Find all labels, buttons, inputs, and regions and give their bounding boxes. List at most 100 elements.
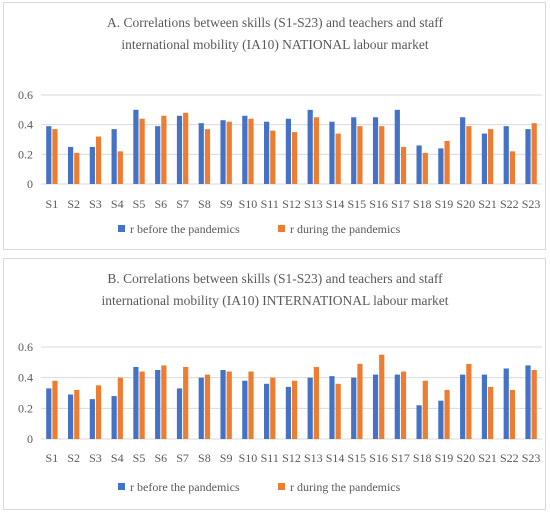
chart-b-xtick-label-S7: S7 [176, 451, 189, 465]
chart-b-bar-S10-before [242, 380, 248, 439]
chart-a-bar-S9-before [220, 120, 226, 184]
chart-a-xtick-label-S5: S5 [133, 197, 146, 211]
chart-b-bar-S6-during [161, 365, 167, 439]
chart-b-ytick-label: 0.4 [18, 371, 33, 385]
chart-a-bar-S18-during [422, 152, 428, 184]
chart-a-bar-S21-during [488, 129, 494, 184]
chart-b-bar-S7-during [183, 366, 189, 439]
chart-b-ytick-label: 0.2 [18, 401, 33, 415]
chart-b-bar-S16-during [379, 354, 385, 439]
chart-b-xtick-label-S11: S11 [261, 451, 279, 465]
chart-b-bar-S1-during [52, 380, 58, 439]
chart-a-xtick-label-S11: S11 [261, 197, 279, 211]
chart-a-xtick-label-S22: S22 [500, 197, 519, 211]
chart-a-bar-S8-before [198, 123, 204, 184]
chart-a-bar-S18-before [416, 145, 422, 184]
chart-b-bar-S9-before [220, 370, 226, 439]
chart-a-bar-S23-during [531, 123, 537, 184]
chart-a-bar-S1-before [46, 126, 52, 184]
chart-a-bar-S14-during [335, 133, 341, 184]
chart-b-bar-S22-during [509, 389, 516, 439]
chart-a-bar-S22-during [509, 151, 516, 184]
chart-b-bar-S17-during [400, 371, 407, 439]
chart-a-bar-S6-during [161, 115, 167, 184]
chart-b-xtick-label-S21: S21 [478, 451, 497, 465]
chart-b-bar-S22-before [503, 368, 509, 439]
chart-b-bar-S23-during [531, 370, 537, 439]
chart-b-bar-S21-during [488, 386, 494, 439]
chart-a-bar-S8-during [204, 129, 211, 184]
chart-a-xtick-label-S1: S1 [46, 197, 59, 211]
chart-b-title-line-1: B. Correlations between skills (S1-S23) … [107, 271, 443, 286]
chart-a-bar-S11-during [270, 130, 276, 184]
chart-a-bar-S20-before [460, 117, 466, 184]
chart-a-bar-S16-during [379, 126, 385, 184]
chart-a-bar-S12-during [292, 132, 298, 184]
chart-b-xtick-label-S18: S18 [413, 451, 432, 465]
chart-b-bar-S19-during [444, 389, 450, 439]
chart-a-bar-S13-before [307, 109, 313, 184]
chart-a-xtick-label-S23: S23 [522, 197, 541, 211]
chart-b-ytick-label: 0.6 [18, 340, 33, 354]
chart-b-bar-S11-before [264, 383, 270, 439]
chart-a-legend-label-before: r before the pandemics [130, 222, 240, 236]
chart-b-bar-S21-before [481, 374, 488, 439]
chart-a-bar-S14-before [329, 121, 335, 184]
chart-b-bar-S11-during [270, 377, 276, 439]
chart-b-xtick-label-S15: S15 [348, 451, 367, 465]
chart-b-bar-S18-before [416, 405, 422, 439]
chart-b-legend-label-during: r during the pandemics [290, 480, 401, 494]
chart-a-xtick-label-S7: S7 [176, 197, 189, 211]
chart-a-bar-S10-before [242, 115, 248, 184]
chart-a-xtick-label-S12: S12 [282, 197, 301, 211]
chart-a-bar-S5-during [139, 118, 145, 184]
chart-b-xtick-label-S10: S10 [239, 451, 258, 465]
chart-b-bar-S15-before [351, 377, 357, 439]
chart-a-bar-S10-during [248, 118, 254, 184]
chart-b-title-line-2: international mobility (IA10) INTERNATIO… [101, 293, 448, 308]
chart-a-bar-S2-before [67, 146, 74, 184]
chart-b-xtick-label-S16: S16 [369, 451, 388, 465]
chart-b-bar-S8-before [198, 377, 204, 439]
chart-a-ytick-label: 0 [27, 177, 33, 191]
chart-b-legend-swatch-during [278, 483, 285, 490]
chart-b-legend-label-before: r before the pandemics [130, 480, 240, 494]
chart-a-ytick-label: 0.2 [18, 147, 33, 161]
chart-b-legend-swatch-before [118, 483, 125, 490]
chart-a-xtick-label-S2: S2 [67, 197, 80, 211]
chart-b-xtick-label-S5: S5 [133, 451, 146, 465]
chart-a-xtick-label-S21: S21 [478, 197, 497, 211]
chart-b-bar-S8-during [204, 374, 211, 439]
chart-a-bar-S2-during [74, 152, 80, 184]
chart-b-bar-S4-during [117, 377, 123, 439]
chart-a-xtick-label-S19: S19 [435, 197, 454, 211]
chart-a-legend-label-during: r during the pandemics [290, 222, 401, 236]
chart-a-xtick-label-S17: S17 [391, 197, 410, 211]
chart-b-bar-S2-before [67, 394, 74, 439]
chart-b-bar-S9-during [226, 371, 232, 439]
chart-a-xtick-label-S15: S15 [348, 197, 367, 211]
chart-b-bar-S16-before [372, 374, 379, 439]
chart-a-xtick-label-S18: S18 [413, 197, 432, 211]
chart-b-bar-S18-during [422, 380, 428, 439]
chart-b-bar-S1-before [46, 388, 52, 439]
chart-b-xtick-label-S4: S4 [111, 451, 124, 465]
chart-a-xtick-label-S10: S10 [239, 197, 258, 211]
chart-b-bar-S14-during [335, 383, 341, 439]
chart-a-xtick-label-S9: S9 [220, 197, 233, 211]
chart-a-bar-S12-before [285, 118, 291, 184]
chart-a-title-line-2: international mobility (IA10) NATIONAL l… [121, 37, 429, 52]
chart-a-xtick-label-S20: S20 [456, 197, 475, 211]
chart-b-xtick-label-S9: S9 [220, 451, 233, 465]
chart-a-bar-S7-during [183, 112, 189, 184]
chart-a-xtick-label-S13: S13 [304, 197, 323, 211]
chart-b-xtick-label-S19: S19 [435, 451, 454, 465]
chart-b-bar-S5-before [133, 366, 139, 439]
chart-a-bar-S17-before [394, 109, 400, 184]
chart-a-bar-S3-during [95, 136, 102, 184]
chart-a-legend-swatch-during [278, 225, 285, 232]
chart-a-bar-S4-before [111, 129, 117, 184]
chart-b-xtick-label-S12: S12 [282, 451, 301, 465]
chart-b-xtick-label-S20: S20 [456, 451, 475, 465]
chart-b-bar-S4-before [111, 396, 117, 439]
